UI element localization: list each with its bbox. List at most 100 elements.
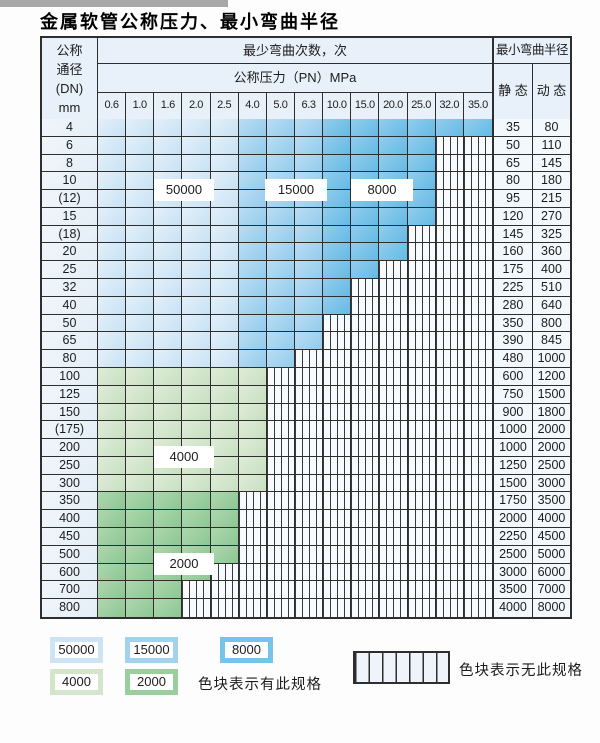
spec-available-cell xyxy=(126,439,155,456)
spec-available-cell xyxy=(238,296,267,314)
spec-available-cell xyxy=(294,154,324,172)
spec-unavailable-cell xyxy=(435,492,464,510)
spec-unavailable-cell xyxy=(435,439,464,456)
spec-unavailable-cell xyxy=(379,314,408,332)
spec-unavailable-cell xyxy=(379,581,408,599)
spec-available-cell xyxy=(294,207,324,225)
spec-available-cell xyxy=(126,261,155,279)
spec-available-cell xyxy=(126,314,155,332)
spec-unavailable-cell xyxy=(435,172,464,190)
legend-swatch-label: 8000 xyxy=(225,642,268,658)
spec-available-cell xyxy=(182,225,211,243)
spec-unavailable-cell xyxy=(407,350,436,367)
spec-available-cell xyxy=(154,385,183,403)
spec-unavailable-cell xyxy=(435,510,464,527)
spec-available-cell xyxy=(238,456,267,474)
dn-cell: 500 xyxy=(42,545,98,563)
legend-no-spec-hatch-sample xyxy=(353,651,450,684)
spec-unavailable-cell xyxy=(323,332,352,350)
spec-available-cell xyxy=(98,332,127,350)
spec-available-cell xyxy=(98,261,127,279)
pressure-column-header: 35.0 xyxy=(467,99,488,111)
spec-available-cell xyxy=(210,492,239,510)
static-radius-cell: 1750 xyxy=(491,492,533,510)
dynamic-radius-cell: 1200 xyxy=(532,367,570,385)
spec-available-cell xyxy=(126,296,155,314)
spec-available-cell xyxy=(98,492,127,510)
dn-cell: 15 xyxy=(42,207,98,225)
spec-unavailable-cell xyxy=(407,456,436,474)
static-radius-cell: 35 xyxy=(491,119,533,136)
spec-unavailable-cell xyxy=(463,527,492,545)
table-row: 150 900 1800 xyxy=(42,403,570,422)
spec-unavailable-cell xyxy=(435,243,464,261)
spec-available-cell xyxy=(379,225,408,243)
spec-available-cell xyxy=(294,136,324,154)
table-row: 100 600 1200 xyxy=(42,367,570,386)
spec-unavailable-cell xyxy=(294,367,324,385)
spec-available-cell xyxy=(98,350,127,367)
spec-available-cell xyxy=(126,474,155,492)
dn-cell: 700 xyxy=(42,581,98,599)
spec-available-cell xyxy=(210,367,239,385)
spec-available-cell xyxy=(294,261,324,279)
spec-available-cell xyxy=(126,172,155,190)
spec-available-cell xyxy=(182,119,211,136)
table-row: 200 1000 2000 xyxy=(42,439,570,457)
spec-unavailable-cell xyxy=(238,545,267,563)
spec-unavailable-cell xyxy=(351,421,380,439)
spec-available-cell xyxy=(182,243,211,261)
dn-header-line: mm xyxy=(58,100,81,115)
spec-unavailable-cell xyxy=(435,261,464,279)
spec-available-cell xyxy=(210,172,239,190)
static-radius-cell: 175 xyxy=(491,261,533,279)
spec-unavailable-cell xyxy=(266,474,295,492)
dynamic-radius-cell: 845 xyxy=(532,332,570,350)
static-radius-cell: 350 xyxy=(491,314,533,332)
spec-available-cell xyxy=(323,136,352,154)
spec-available-cell xyxy=(379,154,408,172)
dynamic-radius-cell: 7000 xyxy=(532,581,570,599)
dn-cell: 125 xyxy=(42,385,98,403)
spec-unavailable-cell xyxy=(435,456,464,474)
spec-unavailable-cell xyxy=(463,296,492,314)
spec-unavailable-cell xyxy=(379,279,408,296)
spec-unavailable-cell xyxy=(407,314,436,332)
static-radius-cell: 3500 xyxy=(491,581,533,599)
spec-unavailable-cell xyxy=(463,385,492,403)
table-row: 300 1500 3000 xyxy=(42,474,570,493)
spec-unavailable-cell xyxy=(351,279,380,296)
spec-unavailable-cell xyxy=(266,421,295,439)
static-radius-cell: 65 xyxy=(491,154,533,172)
spec-available-cell xyxy=(351,136,380,154)
spec-available-cell xyxy=(98,510,127,527)
spec-available-cell xyxy=(182,510,211,527)
spec-unavailable-cell xyxy=(266,367,295,385)
spec-available-cell xyxy=(351,119,380,136)
spec-available-cell xyxy=(407,190,436,207)
spec-available-cell xyxy=(266,154,295,172)
spec-available-cell xyxy=(154,403,183,421)
spec-available-cell xyxy=(126,279,155,296)
dn-cell: 10 xyxy=(42,172,98,190)
spec-available-cell xyxy=(323,243,352,261)
spec-unavailable-cell xyxy=(323,599,352,617)
static-radius-cell: 120 xyxy=(491,207,533,225)
spec-available-cell xyxy=(379,136,408,154)
spec-unavailable-cell xyxy=(351,403,380,421)
dn-cell: 400 xyxy=(42,510,98,527)
spec-unavailable-cell xyxy=(407,243,436,261)
spec-unavailable-cell xyxy=(238,581,267,599)
spec-available-cell xyxy=(98,172,127,190)
dn-cell: 600 xyxy=(42,563,98,581)
spec-available-cell xyxy=(238,385,267,403)
dynamic-radius-cell: 180 xyxy=(532,172,570,190)
static-radius-cell: 50 xyxy=(491,136,533,154)
spec-unavailable-cell xyxy=(351,350,380,367)
spec-available-cell xyxy=(182,207,211,225)
spec-unavailable-cell xyxy=(266,492,295,510)
spec-available-cell xyxy=(182,367,211,385)
spec-available-cell xyxy=(182,474,211,492)
static-radius-cell: 1000 xyxy=(491,439,533,456)
